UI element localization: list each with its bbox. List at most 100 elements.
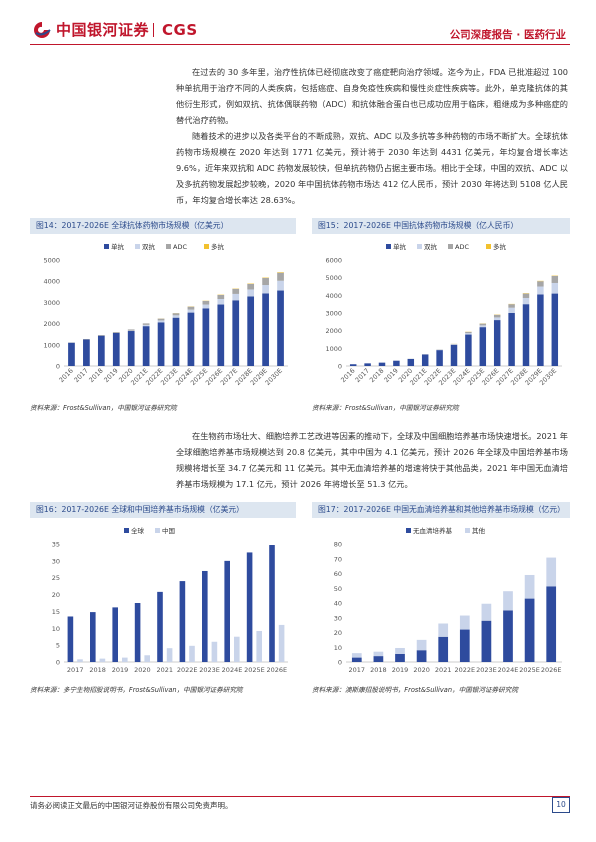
bar-segment [508, 304, 515, 308]
bar-segment [112, 332, 120, 333]
bar-segment [522, 293, 530, 298]
legend-swatch [155, 528, 160, 533]
y-tick-label: 0 [338, 363, 342, 371]
bar [166, 648, 173, 662]
y-tick-label: 40 [334, 600, 342, 608]
bar-segment [450, 344, 458, 345]
bar-segment [142, 324, 150, 327]
bar [67, 616, 74, 662]
bar-segment [83, 339, 90, 366]
bar-segment [351, 657, 362, 662]
bar-segment [524, 598, 535, 662]
y-tick-label: 4000 [325, 292, 342, 300]
x-tick-label: 2019 [392, 666, 409, 674]
header-divider [30, 44, 570, 45]
x-tick-label: 2016 [58, 367, 75, 384]
bar-segment [262, 293, 269, 366]
bar-segment [479, 325, 487, 328]
legend-swatch [135, 244, 140, 249]
x-tick-label: 2017 [72, 367, 89, 384]
bar-segment [465, 334, 472, 366]
x-tick-label: 2023E [199, 666, 220, 674]
report-type: 公司深度报告 · 医药行业 [449, 29, 566, 41]
fig16-source: 资料来源：多宁生物招股说明书，Frost&Sullivan，中国银河证券研究院 [30, 686, 243, 694]
y-tick-label: 20 [52, 591, 60, 599]
bar-segment [450, 344, 458, 366]
bar-segment [157, 318, 165, 321]
bar-segment [546, 557, 557, 587]
bar-segment [465, 331, 472, 334]
y-tick-label: 80 [334, 541, 342, 549]
bar-segment [522, 304, 530, 366]
y-tick-label: 5000 [325, 274, 342, 282]
y-tick-label: 15 [52, 608, 60, 616]
legend-label: 单抗 [393, 242, 407, 251]
bar-segment [277, 290, 284, 366]
brand-name-cn: 中国银河证券 [56, 21, 150, 39]
bar-segment [187, 306, 195, 310]
legend-label: 中国 [162, 526, 175, 535]
y-tick-label: 30 [52, 557, 60, 565]
y-tick-label: 30 [334, 614, 342, 622]
paragraph-antibody-history: 在过去的 30 多年里，治疗性抗体已经彻底改变了癌症靶向治疗领域。迄今为止，FD… [176, 67, 568, 125]
culture-media-paragraph: 在生物药市场壮大、细胞培养工艺改进等因素的推动下，全球及中国细胞培养基市场快速增… [176, 428, 568, 492]
x-tick-label: 2026E [266, 666, 287, 674]
bar-segment [493, 317, 501, 321]
bar-segment [503, 591, 513, 611]
bar-segment [524, 574, 535, 599]
legend-label: 多抗 [211, 242, 225, 251]
bar-segment [416, 639, 427, 651]
bar [246, 552, 253, 662]
bar-segment [262, 285, 269, 294]
bar-segment [436, 350, 443, 366]
bar-segment [481, 620, 492, 662]
legend-swatch [448, 244, 453, 249]
y-tick-label: 0 [338, 659, 342, 667]
brand-name-en: CGS [162, 20, 198, 39]
bar-segment [551, 275, 559, 283]
bar-segment [349, 364, 357, 366]
bar-segment [157, 320, 165, 323]
x-tick-label: 2017 [354, 367, 371, 384]
bar-segment [438, 636, 449, 662]
bar-segment [522, 297, 530, 305]
x-tick-label: 2018 [368, 367, 385, 384]
bar-segment [481, 603, 492, 621]
x-tick-label: 2022E [454, 666, 475, 674]
bar-segment [97, 335, 105, 336]
logo-divider [153, 22, 155, 37]
y-tick-label: 3000 [43, 299, 60, 307]
bar-segment [247, 296, 255, 366]
bar-segment [142, 326, 150, 366]
bar-segment [546, 586, 557, 662]
x-tick-label: 2020 [413, 666, 430, 674]
bar [99, 658, 106, 662]
bar [134, 603, 141, 662]
x-tick-label: 2024E [222, 666, 243, 674]
bar-segment [459, 615, 470, 630]
bar-segment [421, 354, 429, 366]
y-tick-label: 0 [56, 659, 60, 667]
x-tick-label: 2017 [349, 666, 366, 674]
bar-segment [247, 289, 255, 297]
footer-divider [30, 796, 570, 797]
fig17-title: 图17：2017-2026E 中国无血清培养基和其他培养基市场规模（亿元） [312, 502, 570, 518]
x-tick-label: 2019 [102, 367, 119, 384]
legend-swatch [104, 244, 109, 249]
fig14-title: 图14：2017-2026E 全球抗体药物市场规模（亿美元） [30, 218, 296, 234]
legend-swatch [417, 244, 422, 249]
x-tick-label: 2022E [177, 666, 198, 674]
legend-swatch [166, 244, 171, 249]
bar-segment [407, 358, 415, 366]
y-tick-label: 4000 [43, 278, 60, 286]
bar-segment [373, 651, 384, 657]
x-tick-label: 2019 [382, 367, 399, 384]
bar-segment [537, 281, 544, 287]
fig16-title: 图16：2017-2026E 全球和中国培养基市场规模（亿美元） [30, 502, 296, 518]
legend-swatch [124, 528, 129, 533]
x-tick-label: 2020 [134, 666, 151, 674]
bar-segment [364, 363, 371, 366]
bar-segment [202, 304, 210, 309]
y-tick-label: 35 [52, 541, 60, 549]
legend-label: 双抗 [424, 242, 438, 251]
